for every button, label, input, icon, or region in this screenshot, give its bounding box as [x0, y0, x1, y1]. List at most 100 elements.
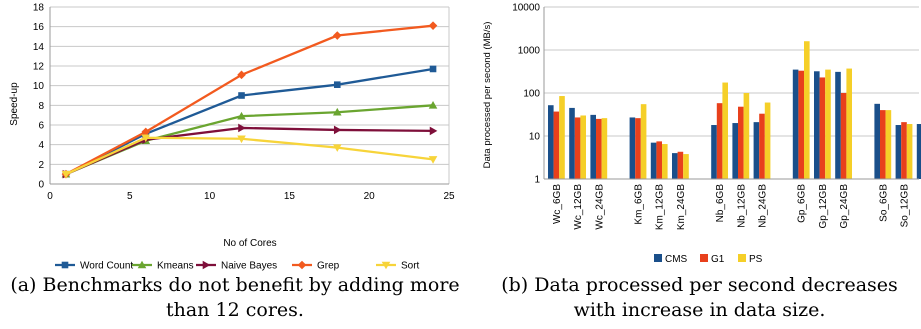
y-tick-label: 16 [33, 22, 45, 33]
bar-cms [569, 107, 575, 179]
data-point-sort [237, 135, 246, 144]
x-tick-label: Km_24GB [676, 184, 687, 230]
bar-cms [629, 117, 636, 179]
x-tick-label: 25 [443, 191, 455, 202]
legend-swatch-cms [654, 254, 662, 262]
legend-label-word-count: Word Count [80, 261, 133, 272]
y-tick-label: 4 [38, 140, 44, 151]
x-axis-label: No of Cores [223, 238, 276, 249]
caption-b: (b) Data processed per second decreases … [501, 274, 898, 321]
series-group [61, 21, 438, 179]
x-tick-label: 15 [284, 191, 296, 202]
y-tick-label: 10 [33, 81, 45, 92]
bar-g1 [574, 117, 581, 179]
legend: Word Count Kmeans Naive Bayes Grep Sort [55, 261, 420, 272]
bar-g1 [738, 106, 744, 179]
x-tick-label: Nb_24GB [758, 184, 769, 228]
data-point-naive-bayes [333, 125, 342, 135]
bar-ps [559, 96, 565, 179]
x-tick-label: 20 [364, 191, 376, 202]
bar-cms [753, 122, 760, 179]
bar-ps [601, 118, 608, 179]
series-line-naive-bayes [65, 126, 434, 176]
bar-g1 [677, 151, 684, 179]
legend-label-kmeans: Kmeans [157, 261, 194, 272]
legend-marker-naive-bayes [202, 260, 211, 270]
legend-label-cms: CMS [665, 254, 688, 265]
legend-marker-word-count [61, 261, 69, 269]
x-tick-label: Gp_6GB [797, 184, 808, 223]
legend-marker-sort [381, 261, 391, 270]
x-tick-label: Wc_24GB [594, 184, 605, 230]
data-point-word-count [238, 92, 245, 99]
legend-marker-kmeans [137, 260, 147, 269]
bar-cms [711, 125, 717, 179]
y-tick-label: 12 [33, 62, 45, 73]
data-point-kmeans [428, 101, 438, 109]
x-tick-label: Km_6GB [634, 184, 645, 225]
legend-marker-grep [297, 260, 307, 270]
bar-cms [814, 71, 820, 179]
bar-ps [764, 102, 771, 179]
y-tick-label: 10 [529, 132, 541, 143]
bar-ps [683, 154, 689, 179]
x-tick-label: Nb_12GB [736, 184, 747, 228]
x-tick-label: Nb_6GB [715, 184, 726, 223]
bar-g1 [840, 93, 847, 179]
bar-ps [906, 124, 913, 179]
data-point-word-count [333, 81, 341, 88]
bar-cms [732, 123, 738, 179]
bar-ps [743, 93, 750, 179]
data-point-grep [141, 127, 151, 137]
bar-cms [548, 105, 554, 179]
y-tick-label: 0 [38, 180, 44, 191]
speedup-line-chart: Speed-up No of Cores 0 2 4 6 8 10 12 14 16 18 0 5 10… [9, 3, 455, 272]
y-tick-label: 18 [33, 3, 45, 14]
series-line-word-count [65, 67, 434, 176]
data-point-grep [428, 21, 438, 30]
data-point-word-count [429, 65, 437, 73]
data-point-grep [237, 70, 246, 80]
bar-g1 [819, 77, 826, 179]
bar-g1 [596, 118, 602, 179]
bar-cms [650, 142, 657, 179]
series-line-sort [65, 136, 434, 176]
y-axis-label: Data processed per second (MB/s) [482, 22, 493, 169]
x-tick-label: So_6GB [878, 184, 889, 222]
bars [548, 41, 921, 179]
x-tick-label: 5 [127, 191, 133, 202]
bar-ps [804, 41, 810, 179]
legend: CMS G1 PS [654, 254, 763, 265]
x-tick-label: Km_12GB [655, 184, 666, 230]
bar-cms [672, 153, 678, 179]
y-tick-label: 14 [33, 42, 45, 53]
bar-ps [662, 144, 668, 179]
legend-label-ps: PS [749, 254, 763, 265]
y-tick-label: 10000 [512, 3, 540, 14]
bar-ps [640, 104, 647, 179]
bar-cms [916, 124, 921, 179]
x-tick-label: Wc_12GB [573, 184, 584, 230]
bar-g1 [716, 103, 723, 179]
bar-ps [885, 110, 892, 179]
legend-swatch-g1 [700, 254, 708, 262]
bar-cms [590, 114, 596, 179]
x-tick-label: So_12GB [900, 184, 911, 228]
bar-cms [835, 71, 841, 179]
axes: 0 2 4 6 8 10 12 14 16 18 0 5 10 15 20 25 [33, 3, 455, 203]
bar-g1 [635, 118, 641, 179]
x-tick-label: Wc_6GB [552, 184, 563, 224]
data-point-naive-bayes [238, 123, 246, 133]
data-point-sort [61, 170, 71, 179]
caption-a: (a) Benchmarks do not benefit by adding … [10, 274, 460, 321]
legend-label-g1: G1 [711, 254, 725, 265]
bar-ps [722, 82, 728, 179]
legend-label-grep: Grep [317, 261, 340, 272]
y-tick-label: 100 [523, 89, 540, 100]
x-tick-label: Gp_12GB [818, 184, 829, 229]
bar-g1 [759, 113, 765, 179]
bar-g1 [901, 122, 907, 179]
data-point-kmeans [332, 107, 342, 116]
bar-g1 [798, 70, 804, 179]
y-tick-label: 2 [38, 160, 44, 171]
